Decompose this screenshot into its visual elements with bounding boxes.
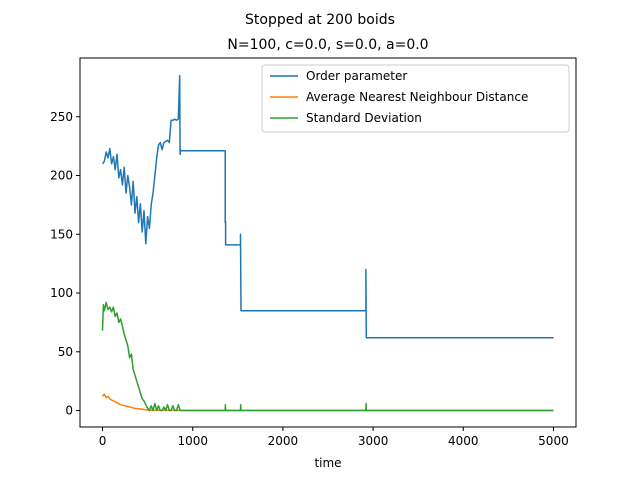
x-tick-label-1000: 1000 (177, 434, 208, 448)
x-tick-label-4000: 4000 (448, 434, 479, 448)
x-tick-label-2000: 2000 (268, 434, 299, 448)
legend-label-order-parameter: Order parameter (306, 69, 407, 83)
y-tick-label-50: 50 (58, 345, 73, 359)
chart-title: N=100, c=0.0, s=0.0, a=0.0 (227, 37, 428, 53)
chart-suptitle: Stopped at 200 boids (245, 12, 395, 28)
legend-label-average-nearest-neighbour-distance: Average Nearest Neighbour Distance (306, 90, 528, 104)
x-tick-label-3000: 3000 (358, 434, 389, 448)
series-line-standard-deviation (101, 301, 554, 412)
legend-label-standard-deviation: Standard Deviation (306, 111, 422, 125)
x-tick-label-0: 0 (99, 434, 107, 448)
y-tick-label-100: 100 (50, 286, 73, 300)
series-line-order-parameter (101, 74, 554, 339)
series-line-average-nearest-neighbour-distance (101, 393, 554, 412)
y-tick-label-200: 200 (50, 169, 73, 183)
y-axis: 0 50 100 150 200 250 (50, 110, 80, 418)
y-tick-label-150: 150 (50, 227, 73, 241)
plot-area (79, 57, 577, 428)
x-tick-label-5000: 5000 (538, 434, 569, 448)
x-axis: 0 1000 2000 3000 4000 5000 (99, 427, 569, 448)
x-axis-label: time (314, 456, 341, 470)
legend-box (261, 64, 570, 133)
axes-frame (79, 57, 577, 428)
series-layer (101, 74, 554, 412)
legend: Order parameter Average Nearest Neighbou… (261, 64, 570, 133)
y-tick-label-0: 0 (65, 404, 73, 418)
y-tick-label-250: 250 (50, 110, 73, 124)
